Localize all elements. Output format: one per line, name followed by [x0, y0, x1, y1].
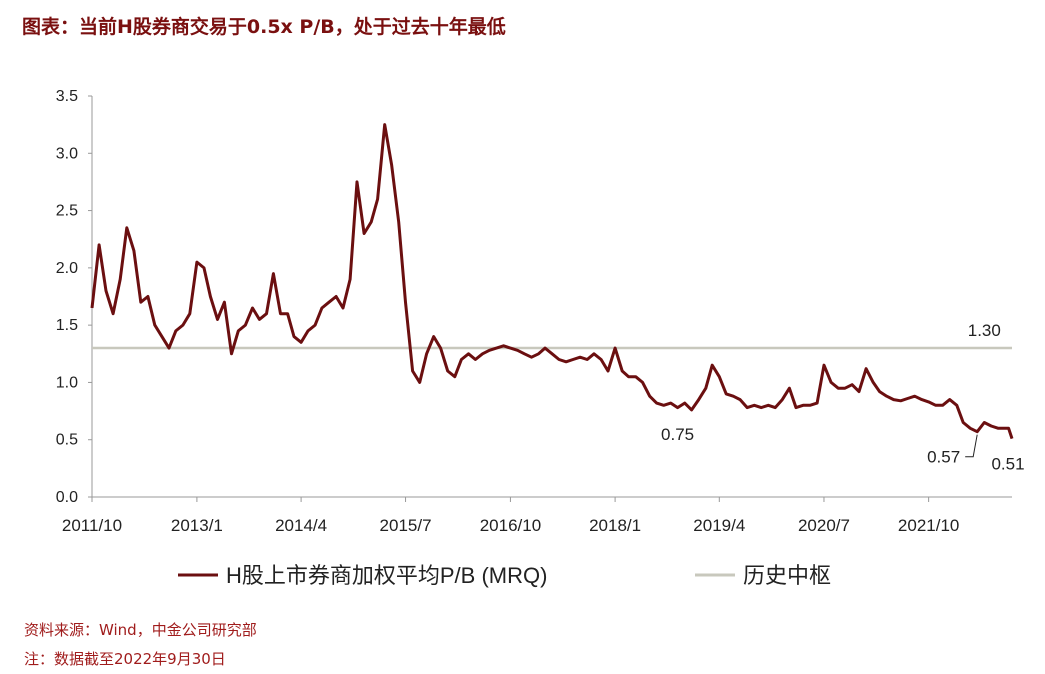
y-tick-label: 3.0: [56, 145, 78, 162]
x-tick-label: 2014/4: [275, 516, 327, 535]
x-tick-label: 2018/1: [589, 516, 641, 535]
y-tick-label: 2.0: [56, 260, 78, 277]
y-tick-label: 0.0: [56, 489, 78, 506]
legend-label: H股上市券商加权平均P/B (MRQ): [226, 563, 547, 588]
y-tick-label: 1.0: [56, 374, 78, 391]
chart-title: 图表：当前H股券商交易于0.5x P/B，处于过去十年最低: [22, 16, 506, 38]
annotation-label: 0.75: [661, 425, 694, 444]
series-layer: [90, 123, 1014, 440]
y-tick-label: 3.5: [56, 88, 78, 105]
annotation-label: 1.30: [968, 321, 1001, 340]
annotation-label: 0.51: [991, 455, 1024, 474]
legend-label: 历史中枢: [743, 563, 831, 588]
annotation-label: 0.57: [927, 448, 960, 467]
x-tick-label: 2021/10: [898, 516, 959, 535]
y-tick-label: 1.5: [56, 317, 78, 334]
legend: H股上市券商加权平均P/B (MRQ) 历史中枢: [178, 563, 831, 588]
source-note: 资料来源：Wind，中金公司研究部: [24, 621, 257, 639]
pb-line-series: [90, 123, 1014, 440]
y-tick-label: 0.5: [56, 432, 78, 449]
x-tick-label: 2019/4: [693, 516, 745, 535]
x-tick-label: 2015/7: [380, 516, 432, 535]
x-tick-label: 2020/7: [798, 516, 850, 535]
x-tick-label: 2011/10: [62, 516, 122, 535]
line-chart: 0.0 0.5 1.0 1.5 2.0 2.5 3.0 3.5 2011/10 2013/1 201…: [56, 88, 1025, 588]
axes: 0.0 0.5 1.0 1.5 2.0 2.5 3.0 3.5 2011/10 2013/1 201…: [56, 88, 1012, 535]
annotation-layer: 1.30 0.75 0.57 0.51: [661, 321, 1025, 474]
x-tick-label: 2013/1: [171, 516, 223, 535]
y-tick-label: 2.5: [56, 203, 78, 220]
footnote: 注：数据截至2022年9月30日: [24, 650, 226, 668]
annotation-leader: [965, 434, 978, 458]
x-tick-label: 2016/10: [480, 516, 541, 535]
